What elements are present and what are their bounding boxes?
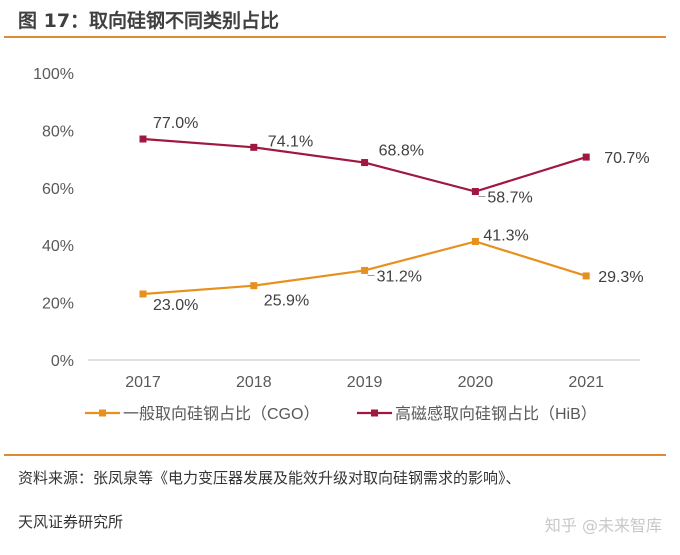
data-label: 70.7%	[604, 150, 649, 167]
data-label: 77.0%	[153, 115, 198, 132]
y-tick-label: 100%	[33, 66, 74, 83]
data-label: 74.1%	[268, 133, 313, 150]
data-point	[471, 237, 479, 245]
bottom-divider	[4, 454, 666, 456]
data-label: 25.9%	[264, 293, 309, 310]
x-tick-label: 2020	[458, 374, 494, 391]
y-tick-label: 0%	[51, 353, 74, 370]
data-point	[139, 135, 147, 143]
data-point	[250, 143, 258, 151]
legend-marker	[99, 409, 106, 417]
data-point	[471, 188, 479, 196]
figure-title: 图 17：取向硅钢不同类别占比	[18, 10, 280, 32]
data-point	[361, 266, 369, 274]
data-point	[139, 290, 147, 298]
data-label: 31.2%	[377, 268, 422, 285]
data-point	[582, 153, 590, 161]
data-label: 23.0%	[153, 297, 198, 314]
source-line-1: 资料来源：张凤泉等《电力变压器发展及能效升级对取向硅钢需求的影响》、	[18, 469, 521, 487]
source-line-2: 天风证券研究所	[18, 513, 124, 531]
data-label: 68.8%	[379, 143, 424, 160]
y-tick-label: 60%	[42, 181, 74, 198]
top-divider	[4, 36, 666, 38]
legend-marker	[371, 409, 378, 417]
y-tick-label: 40%	[42, 238, 74, 255]
x-tick-label: 2019	[347, 374, 383, 391]
x-tick-label: 2018	[236, 374, 272, 391]
watermark: 知乎 @未来智库	[544, 516, 662, 535]
legend-label: 高磁感取向硅钢占比（HiB）	[395, 405, 597, 423]
legend-label: 一般取向硅钢占比（CGO）	[123, 405, 319, 423]
data-label: 29.3%	[598, 269, 643, 286]
data-point	[361, 159, 369, 167]
y-tick-label: 20%	[42, 296, 74, 313]
data-point	[582, 272, 590, 280]
data-point	[250, 282, 258, 290]
y-tick-label: 80%	[42, 123, 74, 140]
data-label: 58.7%	[487, 190, 532, 207]
x-tick-label: 2021	[568, 374, 604, 391]
x-tick-label: 2017	[125, 374, 161, 391]
data-label: 41.3%	[483, 227, 528, 244]
